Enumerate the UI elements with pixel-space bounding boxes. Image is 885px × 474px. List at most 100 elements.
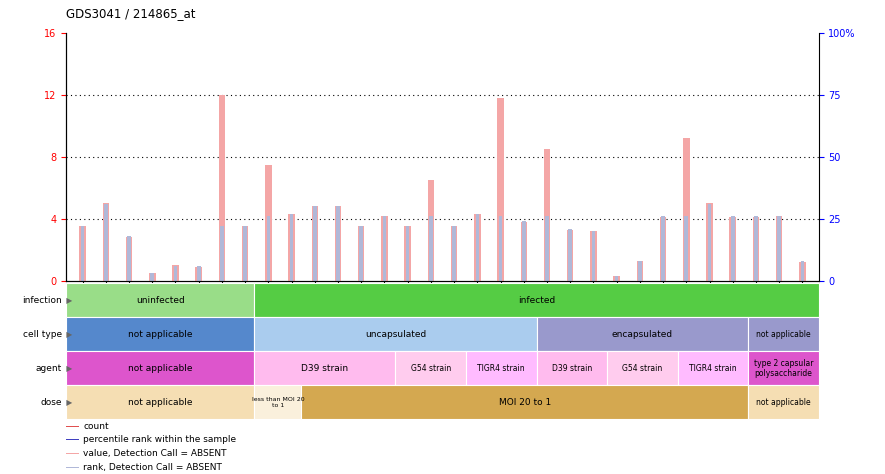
Bar [661,216,665,281]
Bar [748,385,819,419]
Bar [104,204,108,281]
Text: cell type: cell type [23,330,62,338]
Text: infected: infected [518,296,555,304]
Text: infection: infection [22,296,62,304]
Bar [475,214,479,281]
Bar [66,283,255,317]
Bar [396,351,466,385]
Text: not applicable: not applicable [128,364,193,373]
Bar [312,206,318,281]
Bar [748,317,819,351]
Text: not applicable: not applicable [756,398,811,407]
Bar [313,206,317,281]
Bar [660,217,666,281]
Text: G54 strain: G54 strain [411,364,450,373]
Bar [381,216,388,281]
Bar [567,229,573,281]
Bar [66,467,79,468]
Text: TIGR4 strain: TIGR4 strain [689,364,736,373]
Bar [636,261,643,281]
Text: not applicable: not applicable [128,398,193,407]
Bar [638,261,642,281]
Bar [255,385,302,419]
Bar [66,385,255,419]
Bar [302,385,748,419]
Text: TIGR4 strain: TIGR4 strain [477,364,525,373]
Bar [66,453,79,454]
Text: MOI 20 to 1: MOI 20 to 1 [498,398,550,407]
Bar [289,214,293,281]
Bar [590,231,596,281]
Bar [103,203,109,281]
Bar [126,237,133,281]
Bar [729,217,736,281]
Text: D39 strain: D39 strain [551,364,592,373]
Text: rank, Detection Call = ABSENT: rank, Detection Call = ABSENT [83,463,222,472]
Bar [173,266,177,281]
Text: agent: agent [35,364,62,373]
Bar [450,227,458,281]
Bar [255,351,396,385]
Bar [335,206,342,281]
Text: not applicable: not applicable [128,330,193,338]
Bar [522,221,526,281]
Bar [66,351,255,385]
Bar [545,216,549,281]
Bar [427,180,435,281]
Bar [683,138,689,281]
Text: uncapsulated: uncapsulated [365,330,426,338]
Text: percentile rank within the sample: percentile rank within the sample [83,436,236,445]
Bar [220,226,224,281]
Bar [149,273,156,281]
Bar [255,317,536,351]
Bar [219,95,225,281]
Text: uninfected: uninfected [136,296,185,304]
Bar [752,217,759,281]
Text: value, Detection Call = ABSENT: value, Detection Call = ABSENT [83,449,227,458]
Bar [81,226,84,281]
Bar [406,226,410,281]
Text: dose: dose [41,398,62,407]
Text: type 2 capsular
polysaccharide: type 2 capsular polysaccharide [754,359,813,378]
Bar [536,351,607,385]
Bar [615,276,619,281]
Bar [243,226,247,281]
Bar [266,164,272,281]
Bar [592,231,596,281]
Bar [358,227,365,281]
Bar [731,216,735,281]
Bar [242,227,249,281]
Bar [80,227,86,281]
Bar [289,214,295,281]
Bar [474,214,481,281]
Bar [196,267,202,281]
Bar [66,426,79,427]
Text: count: count [83,422,109,431]
Bar [466,351,536,385]
Text: not applicable: not applicable [756,330,811,338]
Bar [777,216,781,281]
Bar [706,203,712,281]
Bar [607,351,678,385]
Bar [452,226,456,281]
Bar [754,216,758,281]
Bar [66,317,255,351]
Bar [520,222,527,281]
Bar [336,206,340,281]
Bar [684,216,688,281]
Bar [127,236,131,281]
Bar [543,149,550,281]
Bar [568,228,572,281]
Bar [197,266,201,281]
Text: ▶: ▶ [64,296,72,304]
Bar [173,265,179,281]
Bar [429,216,433,281]
Bar [748,351,819,385]
Bar [499,216,503,281]
Bar [404,227,411,281]
Bar [708,204,712,281]
Text: ▶: ▶ [64,364,72,373]
Text: ▶: ▶ [64,398,72,407]
Bar [150,273,154,281]
Bar [613,276,620,281]
